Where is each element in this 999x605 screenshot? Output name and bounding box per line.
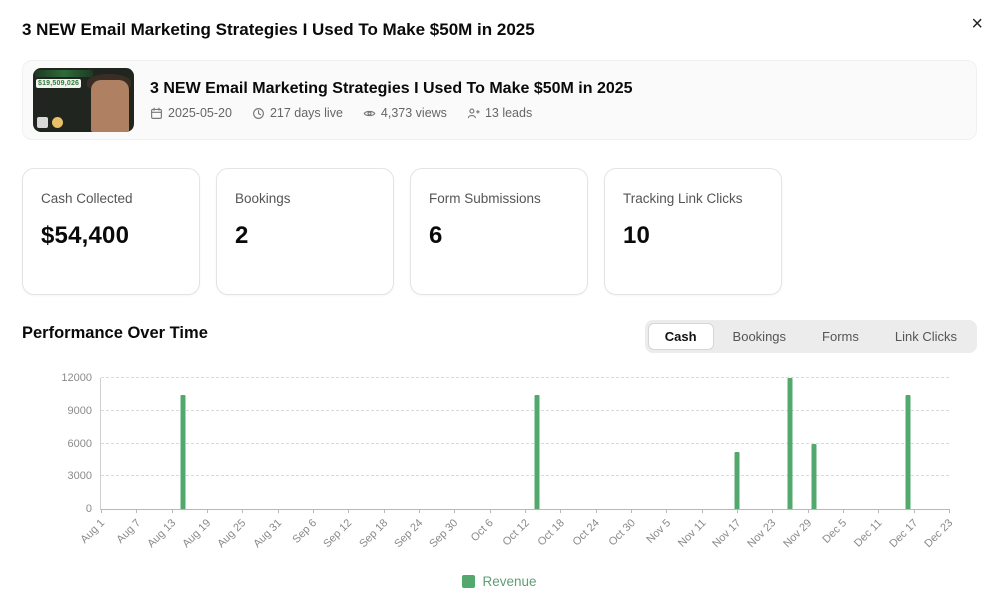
meta-views: 4,373 views xyxy=(363,106,447,120)
x-axis-label: Dec 17 xyxy=(887,517,921,551)
meta-date: 2025-05-20 xyxy=(150,106,232,120)
x-axis-label: Aug 1 xyxy=(78,517,108,546)
y-axis-label: 3000 xyxy=(67,470,92,483)
x-axis-label: Dec 23 xyxy=(922,517,956,551)
clock-icon xyxy=(253,107,264,119)
tab-bookings[interactable]: Bookings xyxy=(716,323,803,350)
close-icon[interactable]: × xyxy=(967,10,987,38)
video-title: 3 NEW Email Marketing Strategies I Used … xyxy=(150,80,633,97)
x-axis-label: Dec 5 xyxy=(820,517,850,546)
x-axis-label: Sep 6 xyxy=(290,517,320,546)
legend-swatch xyxy=(462,575,476,588)
stats-row: Cash Collected $54,400 Bookings 2 Form Submi… xyxy=(22,168,782,295)
thumbnail-chart-graphic xyxy=(35,70,93,77)
x-axis-label: Nov 5 xyxy=(643,517,673,546)
legend-label: Revenue xyxy=(482,574,537,589)
y-axis-label: 9000 xyxy=(67,404,92,417)
x-axis-label: Sep 24 xyxy=(392,517,426,551)
thumbnail-emoji-icon xyxy=(52,117,63,128)
x-axis-label: Aug 31 xyxy=(250,517,285,551)
x-axis-label: Aug 19 xyxy=(180,517,214,551)
x-axis-label: Aug 7 xyxy=(113,517,143,546)
stat-value: 2 xyxy=(235,221,249,249)
meta-days-live-text: 217 days live xyxy=(269,106,343,120)
x-axis-label: Nov 29 xyxy=(781,517,815,551)
bar-nov-30 xyxy=(811,443,817,509)
stat-label: Bookings xyxy=(235,191,291,206)
bar-nov-17 xyxy=(734,452,740,509)
meta-date-text: 2025-05-20 xyxy=(168,106,232,120)
stat-label: Form Submissions xyxy=(429,191,541,206)
meta-days-live: 217 days live xyxy=(252,106,343,120)
video-thumbnail: $19,509,026 xyxy=(33,68,134,132)
x-axis-label: Oct 24 xyxy=(570,517,603,549)
bar-oct-14 xyxy=(534,395,540,509)
stat-card-tracking-link-clicks: Tracking Link Clicks 10 xyxy=(604,168,782,295)
video-meta: 2025-05-20 217 days live 4,373 views 13 … xyxy=(150,106,633,120)
x-axis-label: Nov 23 xyxy=(745,517,779,551)
stat-value: $54,400 xyxy=(41,221,130,249)
tab-link-clicks[interactable]: Link Clicks xyxy=(878,323,974,350)
x-axis-label: Nov 11 xyxy=(675,517,709,550)
y-axis-label: 12000 xyxy=(61,372,92,384)
x-axis-label: Aug 13 xyxy=(144,517,179,551)
x-axis-label: Nov 17 xyxy=(710,517,744,551)
person-leads-icon xyxy=(467,108,480,118)
tab-cash[interactable]: Cash xyxy=(647,323,714,350)
stat-label: Cash Collected xyxy=(41,191,133,206)
stat-card-bookings: Bookings 2 xyxy=(216,168,394,295)
chart-legend: Revenue xyxy=(0,574,999,589)
x-axis-label: Sep 12 xyxy=(321,517,355,551)
bar-dec-16 xyxy=(905,395,911,509)
chart-plot: 0 3000 6000 9000 12000 Aug 1 Aug 7 Aug 13 Aug 19… xyxy=(61,372,955,550)
x-axis-label: Sep 18 xyxy=(356,517,391,551)
stat-card-form-submissions: Form Submissions 6 xyxy=(410,168,588,295)
video-info: 3 NEW Email Marketing Strategies I Used … xyxy=(150,80,633,120)
y-axis-label: 0 xyxy=(85,503,92,515)
gridline xyxy=(101,377,949,378)
meta-leads-text: 13 leads xyxy=(484,106,533,120)
page-title: 3 NEW Email Marketing Strategies I Used … xyxy=(22,20,535,39)
tab-forms[interactable]: Forms xyxy=(805,323,876,350)
thumbnail-revenue-text: $19,509,026 xyxy=(36,79,82,88)
x-axis-label: Oct 18 xyxy=(535,517,567,549)
stat-label: Tracking Link Clicks xyxy=(623,191,743,206)
performance-tabs: Cash Bookings Forms Link Clicks xyxy=(644,320,977,353)
x-axis-label: Dec 11 xyxy=(852,517,885,550)
x-axis-label: Sep 30 xyxy=(427,517,461,551)
stat-card-cash-collected: Cash Collected $54,400 xyxy=(22,168,200,295)
calendar-icon xyxy=(151,107,162,119)
stat-value: 10 xyxy=(623,221,651,249)
eye-icon xyxy=(363,110,376,116)
meta-leads: 13 leads xyxy=(467,106,532,120)
bar-nov-26 xyxy=(787,378,793,509)
performance-chart: 0 3000 6000 9000 12000 Aug 1 Aug 7 Aug 13 Aug 19… xyxy=(22,370,977,570)
x-axis-label: Oct 12 xyxy=(500,517,532,549)
gridline xyxy=(101,409,949,411)
meta-views-text: 4,373 views xyxy=(380,106,447,120)
video-summary-card: $19,509,026 3 NEW Email Marketing Strate… xyxy=(22,60,977,140)
thumbnail-face-graphic xyxy=(91,80,129,132)
performance-title: Performance Over Time xyxy=(22,324,208,342)
x-axis-label: Oct 30 xyxy=(606,517,638,549)
stat-value: 6 xyxy=(429,221,443,249)
x-axis-label: Oct 6 xyxy=(469,517,497,545)
x-axis-label: Aug 25 xyxy=(215,517,249,551)
gridline xyxy=(101,475,949,477)
thumbnail-lock-icon xyxy=(37,117,48,128)
y-axis-label: 6000 xyxy=(67,437,92,450)
bar-aug-15 xyxy=(180,395,186,509)
gridline xyxy=(101,442,949,444)
